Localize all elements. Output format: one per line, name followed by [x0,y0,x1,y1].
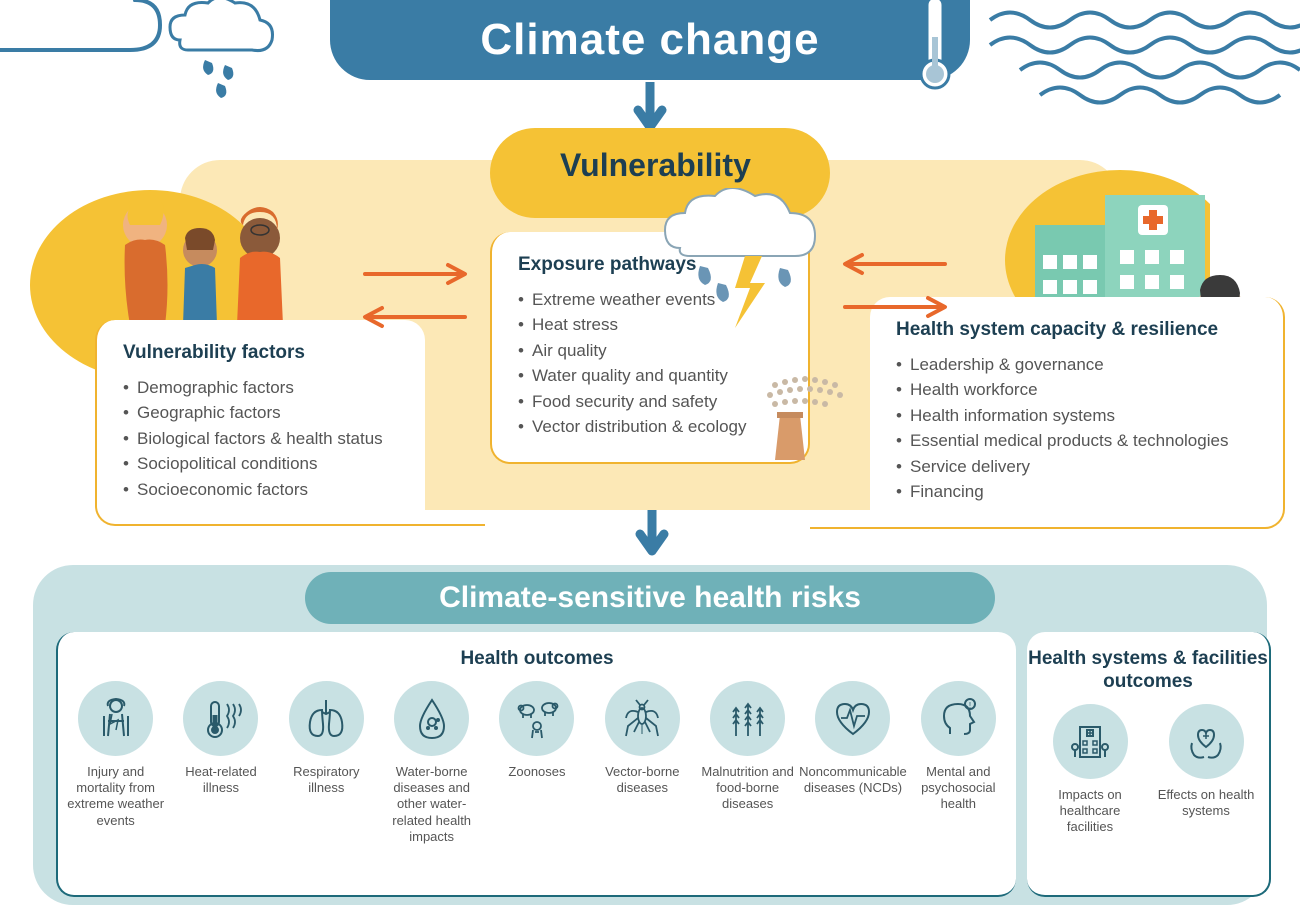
outcome-label: Mental and psychosocial health [908,764,1008,813]
outcome-item: Respiratory illness [276,681,376,845]
health-risks-heading: Climate-sensitive health risks [439,581,861,615]
health-system-card: Health system capacity & resilience Lead… [870,297,1285,529]
health-outcomes-title: Health outcomes [58,632,1016,671]
cloud-left-icon [0,0,340,115]
bidirectional-arrow-left [350,262,480,337]
heart-icon [815,681,890,756]
outcome-item: Noncommunicable diseases (NCDs) [803,681,903,845]
vulnerability-factors-card: Vulnerability factors Demographic factor… [95,320,425,526]
outcome-item: Zoonoses [487,681,587,845]
outcome-label: Effects on health systems [1151,787,1261,820]
svg-text:!: ! [969,701,971,710]
outcome-label: Vector-borne diseases [592,764,692,797]
storm-cloud-illustration [650,188,850,373]
outcome-label: Impacts on healthcare facilities [1035,787,1145,836]
water-drop-icon [394,681,469,756]
vulnerability-heading: Vulnerability [560,147,751,184]
outcome-item: Malnutrition and food-borne diseases [698,681,798,845]
outcome-item: Heat-related illness [171,681,271,845]
outcome-item: Vector-borne diseases [592,681,692,845]
mosquito-icon [605,681,680,756]
card-list: Leadership & governance Health workforce… [896,352,1257,505]
outcome-label: Heat-related illness [171,764,271,797]
injury-icon [78,681,153,756]
thermometer-icon [915,0,960,97]
waves-right-icon [980,0,1300,115]
outcome-label: Respiratory illness [276,764,376,797]
outcome-label: Malnutrition and food-borne diseases [698,764,798,813]
outcome-item: Effects on health systems [1151,704,1261,836]
title-banner: Climate change [330,0,970,80]
factory-illustration [745,360,865,475]
outcome-label: Water-borne diseases and other water-rel… [382,764,482,845]
health-outcomes-box: Health outcomes Injury and mortality fro… [56,632,1016,897]
outcome-item: Water-borne diseases and other water-rel… [382,681,482,845]
health-risks-heading-bg: Climate-sensitive health risks [305,572,995,624]
page-title: Climate change [480,15,819,65]
outcome-item: ! Mental and psychosocial health [908,681,1008,845]
outcome-item: Impacts on healthcare facilities [1035,704,1145,836]
hands-heart-icon [1169,704,1244,779]
outcome-item: Injury and mortality from extreme weathe… [66,681,166,845]
system-outcomes-title: Health systems & facilities outcomes [1027,632,1269,694]
animals-icon [499,681,574,756]
system-outcomes-box: Health systems & facilities outcomes Imp… [1027,632,1271,897]
wheat-icon [710,681,785,756]
outcome-label: Zoonoses [508,764,565,780]
card-title: Vulnerability factors [123,342,399,365]
heat-icon [183,681,258,756]
outcome-label: Noncommunicable diseases (NCDs) [799,764,907,797]
lungs-icon [289,681,364,756]
head-icon: ! [921,681,996,756]
outcome-label: Injury and mortality from extreme weathe… [66,764,166,829]
facility-icon [1053,704,1128,779]
card-list: Demographic factors Geographic factors B… [123,375,399,503]
